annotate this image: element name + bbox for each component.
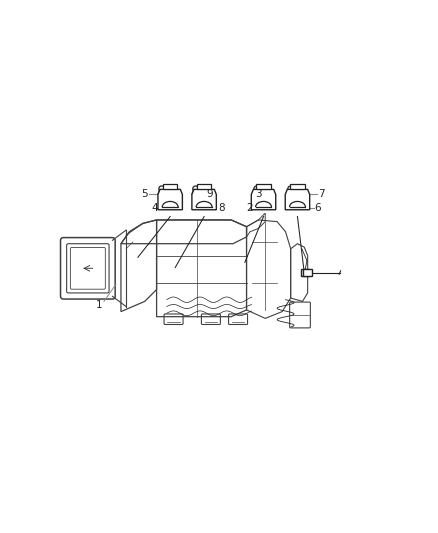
- Polygon shape: [285, 189, 310, 210]
- Polygon shape: [251, 189, 276, 210]
- Text: 3: 3: [255, 189, 262, 199]
- Polygon shape: [256, 184, 271, 189]
- Polygon shape: [253, 190, 261, 195]
- Bar: [301, 269, 309, 276]
- Text: 8: 8: [218, 203, 224, 213]
- Text: 2: 2: [247, 203, 253, 213]
- Polygon shape: [163, 184, 177, 189]
- Text: 7: 7: [318, 189, 325, 199]
- Text: 9: 9: [206, 189, 212, 199]
- Circle shape: [193, 186, 198, 192]
- Circle shape: [288, 186, 293, 192]
- Polygon shape: [158, 190, 166, 195]
- Circle shape: [159, 186, 165, 192]
- Text: 5: 5: [141, 189, 148, 199]
- Bar: [303, 269, 312, 276]
- Polygon shape: [197, 184, 211, 189]
- Circle shape: [254, 186, 260, 192]
- Text: 6: 6: [314, 203, 321, 213]
- Text: 4: 4: [152, 203, 158, 213]
- Text: 1: 1: [95, 300, 102, 310]
- Polygon shape: [158, 189, 182, 210]
- Polygon shape: [290, 184, 304, 189]
- Polygon shape: [192, 190, 199, 195]
- Polygon shape: [192, 189, 216, 210]
- Polygon shape: [287, 190, 294, 195]
